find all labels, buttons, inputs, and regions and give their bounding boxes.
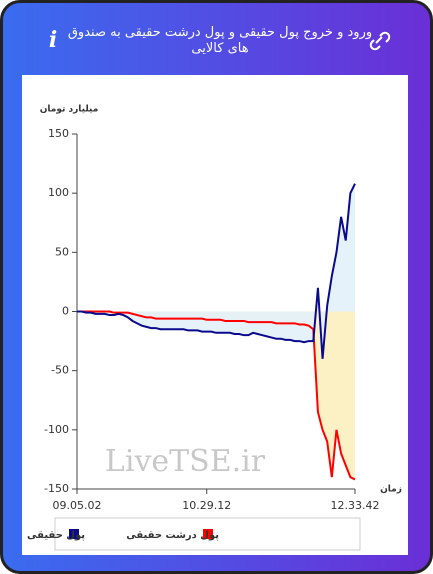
series-line xyxy=(77,183,356,359)
y-tick-label: -150 xyxy=(44,482,69,495)
y-tick-label: -100 xyxy=(44,423,69,436)
y-tick-label: 150 xyxy=(48,127,69,140)
y-tick-label: 100 xyxy=(48,186,69,199)
chart: LiveTSE.ir -150 -100 -50 0 50 100 150 09.05.02 10… xyxy=(27,105,402,551)
series-area xyxy=(77,311,355,480)
info-icon[interactable]: i xyxy=(43,27,63,57)
series-line xyxy=(77,310,356,481)
x-tick-label: 09.05.02 xyxy=(53,499,102,512)
y-tick-label: -50 xyxy=(51,364,69,377)
x-axis-title: زمان xyxy=(380,485,402,495)
x-tick-label: 10.29.12 xyxy=(182,499,231,512)
legend-swatch xyxy=(203,529,213,539)
watermark: LiveTSE.ir xyxy=(105,444,266,479)
x-tick-label: 12.33.42 xyxy=(331,499,380,512)
y-tick-label: 0 xyxy=(62,305,69,318)
series-area xyxy=(77,183,355,359)
y-tick-label: 50 xyxy=(55,245,69,258)
legend-label: پول حقیقی xyxy=(27,530,85,541)
legend-swatch xyxy=(69,529,79,539)
legend-label: پول درشت حقیقی xyxy=(126,530,219,541)
widget-title: ورود و خروج پول حقیقی و پول درشت حقیقی ب… xyxy=(67,25,373,56)
y-axis-title: میلیارد تومان xyxy=(40,105,99,115)
link-icon[interactable] xyxy=(368,27,398,57)
svg-text:i: i xyxy=(49,27,57,53)
